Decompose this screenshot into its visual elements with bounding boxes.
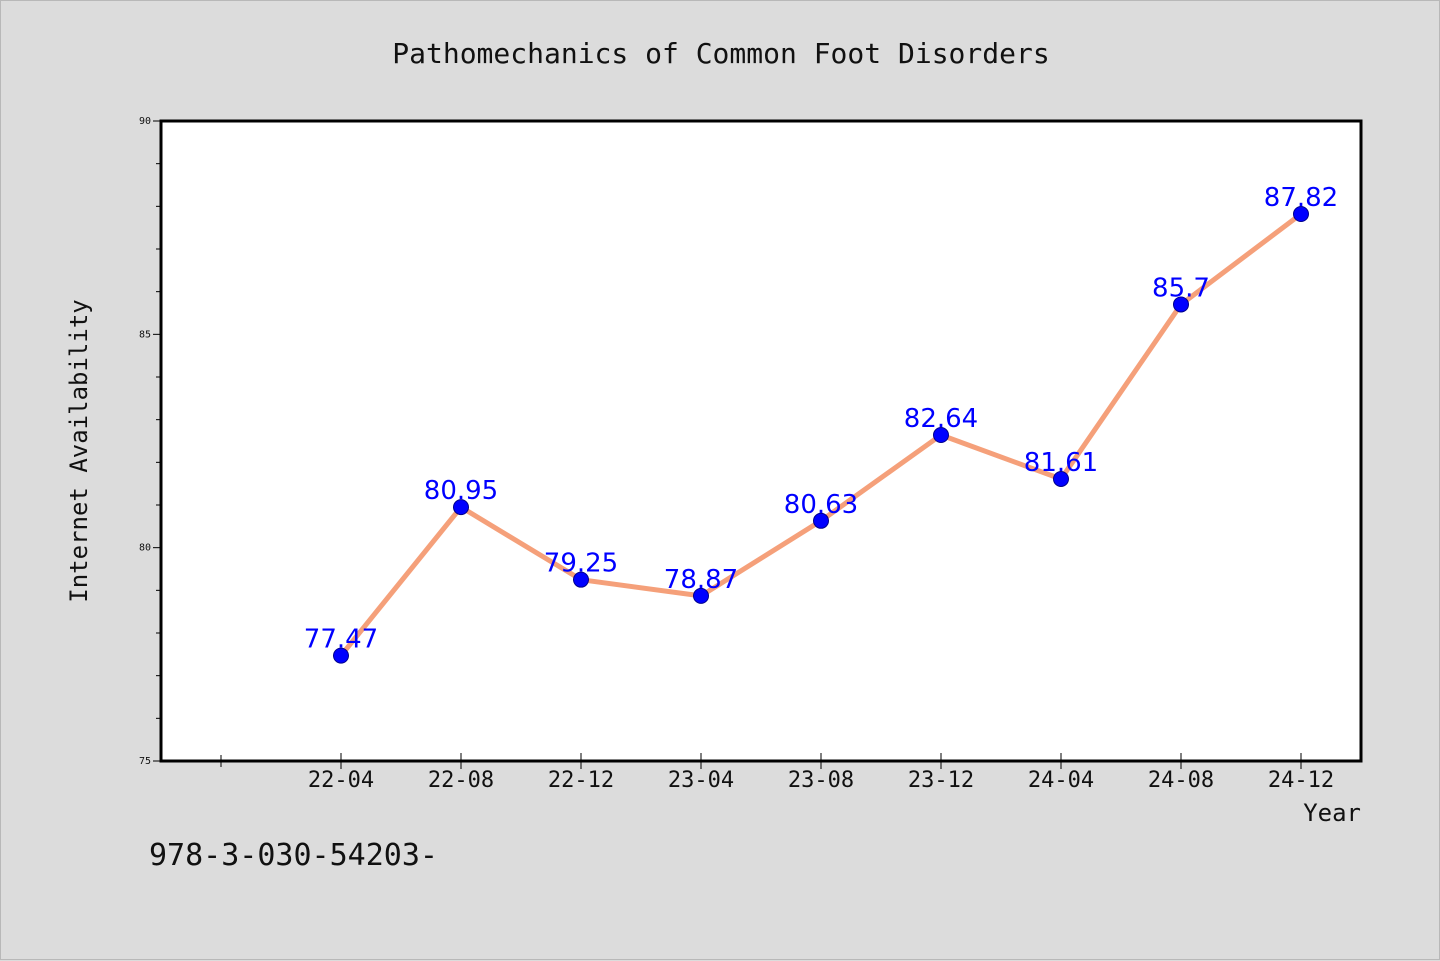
data-label: 78.87 xyxy=(664,565,738,595)
data-point xyxy=(333,647,349,664)
data-point xyxy=(1293,206,1309,223)
data-point xyxy=(573,571,589,588)
chart-title: Pathomechanics of Common Foot Disorders xyxy=(392,37,1049,70)
plot-area xyxy=(159,119,1363,763)
data-labels: 77.47 80.95 79.25 78.87 80.63 82.64 81.61 85.7 8… xyxy=(304,183,1338,655)
y-tick-label: 80 xyxy=(139,543,151,554)
x-tick-label: 22-12 xyxy=(548,768,614,793)
data-point xyxy=(1053,470,1069,487)
data-label: 87.82 xyxy=(1264,183,1338,213)
x-tick-label: 23-08 xyxy=(788,768,854,793)
data-label: 81.61 xyxy=(1024,448,1098,478)
series-markers xyxy=(333,206,1309,664)
data-label: 80.63 xyxy=(784,490,858,520)
data-label: 79.25 xyxy=(544,549,618,579)
data-point xyxy=(693,587,709,604)
y-tick-label: 90 xyxy=(139,116,151,127)
data-point xyxy=(1173,296,1189,313)
y-axis-label: Internet Availability xyxy=(65,299,93,602)
data-label: 85.7 xyxy=(1152,273,1210,303)
y-tick-label: 75 xyxy=(139,756,151,767)
x-axis: 22-04 22-08 22-12 23-04 23-08 23-12 24-04 24-08… xyxy=(220,753,1334,793)
footnote: 978-3-030-54203- xyxy=(149,838,438,873)
y-tick-label: 85 xyxy=(139,329,151,340)
x-tick-label: 24-04 xyxy=(1028,768,1094,793)
x-tick-label: 24-08 xyxy=(1148,768,1214,793)
data-label: 77.47 xyxy=(304,625,378,655)
data-point xyxy=(453,499,469,516)
x-axis-label: Year xyxy=(1303,799,1361,827)
data-point xyxy=(933,427,949,444)
x-tick-label: 22-04 xyxy=(308,768,374,793)
x-tick-label: 23-04 xyxy=(668,768,734,793)
y-axis: 75 80 85 90 xyxy=(139,116,161,767)
data-label: 80.95 xyxy=(424,476,498,506)
data-point xyxy=(813,512,829,529)
x-tick-label: 23-12 xyxy=(908,768,974,793)
data-label: 82.64 xyxy=(904,404,978,434)
x-tick-label: 22-08 xyxy=(428,768,494,793)
x-tick-label: 24-12 xyxy=(1268,768,1334,793)
